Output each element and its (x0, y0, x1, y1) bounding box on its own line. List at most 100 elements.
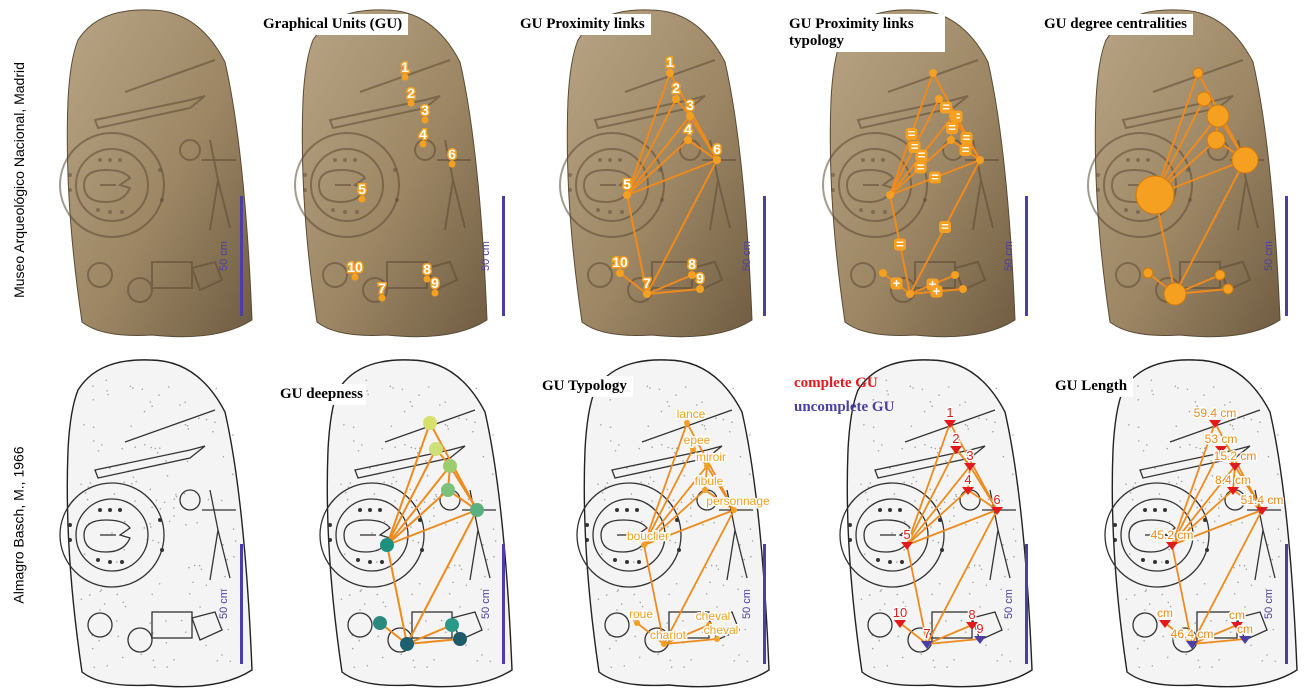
proximity-link (704, 465, 708, 491)
stipple-dot (860, 483, 862, 486)
stipple-dot (359, 590, 362, 593)
stipple-dot (107, 393, 109, 396)
stipple-dot (150, 446, 153, 449)
stipple-dot (158, 394, 160, 396)
scale-bar-label: 50 cm (480, 241, 492, 271)
engraving-dot (368, 508, 372, 512)
stipple-dot (435, 493, 437, 496)
link-type-symbol: = (941, 219, 949, 234)
stipple-dot (116, 561, 118, 563)
engraving-dot (1153, 560, 1157, 564)
stipple-dot (733, 660, 736, 662)
stipple-dot (648, 482, 650, 485)
stipple-dot (184, 423, 187, 426)
stipple-dot (915, 480, 918, 483)
engraving-dot (1113, 523, 1117, 527)
stipple-dot (223, 409, 225, 412)
panel-title-typology: GU Typology (536, 376, 633, 397)
engraving-dot (677, 548, 681, 552)
stipple-dot (166, 475, 169, 477)
shield-boss (82, 168, 132, 204)
shield-middle-ring (75, 498, 149, 572)
stipple-dot (452, 581, 454, 584)
scale-bar: 50 cm (218, 544, 252, 666)
stipple-dot (105, 379, 108, 382)
stipple-dot (931, 405, 933, 407)
stipple-dot (749, 473, 751, 475)
gu-node (672, 95, 680, 103)
stipple-dot (187, 428, 190, 430)
stipple-dot (348, 594, 351, 596)
stipple-dot (668, 506, 670, 509)
link-type-badge (915, 149, 928, 162)
stipple-dot (923, 410, 926, 413)
stipple-dot (165, 460, 167, 462)
human-figure (437, 139, 471, 231)
engraving-dot (353, 158, 357, 162)
length-overlay: 59.4 cm 53 cm 15.2 cm 8.4 cm 45.2 cm 51.4 cm 4… (1149, 405, 1285, 649)
link-type-symbol: = (963, 130, 971, 145)
gu-node (643, 290, 651, 298)
stipple-dot (167, 386, 170, 388)
stipple-dot (459, 606, 461, 608)
stipple-dot (601, 492, 604, 494)
stipple-dot (610, 440, 612, 442)
stipple-dot (1233, 593, 1236, 595)
stipple-dot (1274, 660, 1277, 663)
completeness-marker (950, 446, 962, 454)
stipple-dot (205, 584, 208, 587)
stipple-dot (116, 593, 119, 596)
gu-number-label: 9 (431, 275, 439, 291)
stipple-dot (1265, 588, 1267, 591)
depth-node (380, 538, 394, 552)
wheel-shape (362, 277, 388, 303)
stipple-dot (1154, 467, 1156, 469)
scale-bar-line (763, 196, 766, 316)
engraving-dot (625, 508, 629, 512)
engraving-dot (876, 558, 880, 562)
link-type-badge (914, 161, 927, 174)
proximity-link (646, 159, 718, 295)
scale-bar-line (502, 196, 505, 316)
stipple-dot (633, 465, 635, 467)
stipple-dot (938, 394, 940, 396)
engraving-dot (68, 523, 72, 527)
stipple-dot (347, 486, 350, 488)
link-group (899, 422, 998, 645)
proximity-link (967, 489, 998, 511)
link-group (619, 72, 718, 295)
stipple-dot (154, 447, 157, 450)
stipple-dot (144, 443, 146, 446)
stipple-dot (872, 426, 875, 429)
engraving-dot (120, 210, 124, 214)
stipple-dot (458, 417, 460, 419)
stipple-dot (149, 523, 151, 525)
gu-number-label: 6 (713, 141, 721, 157)
stipple-dot (179, 404, 181, 406)
engraving-dot (160, 198, 164, 202)
panel-length: 59.4 cm 53 cm 15.2 cm 8.4 cm 45.2 cm 51.4 cm 4… (1049, 350, 1305, 695)
horse-shape (425, 260, 459, 292)
stipple-dot (618, 444, 620, 446)
stipple-dot (616, 609, 618, 611)
stipple-dot (368, 569, 371, 572)
gu-type-label: chariot (650, 628, 687, 642)
engraving-dot (108, 158, 112, 162)
stipple-dot (406, 538, 408, 541)
stipple-dot (1267, 544, 1269, 546)
engraving-dot (118, 508, 122, 512)
proximity-link (926, 638, 981, 645)
engraving-figures (59, 59, 236, 303)
mirror-shape (179, 489, 201, 511)
stipple-dot (413, 666, 416, 668)
stipple-dot (1267, 455, 1270, 458)
stipple-dot (680, 501, 683, 504)
stipple-dot (460, 568, 463, 571)
stipple-dot (1277, 528, 1280, 530)
proximity-link (386, 448, 437, 546)
engraving-dot (940, 548, 944, 552)
stipple-dot (929, 622, 931, 624)
stipple-dot (938, 583, 941, 585)
completeness-marker (894, 620, 906, 628)
completeness-marker (974, 636, 986, 644)
